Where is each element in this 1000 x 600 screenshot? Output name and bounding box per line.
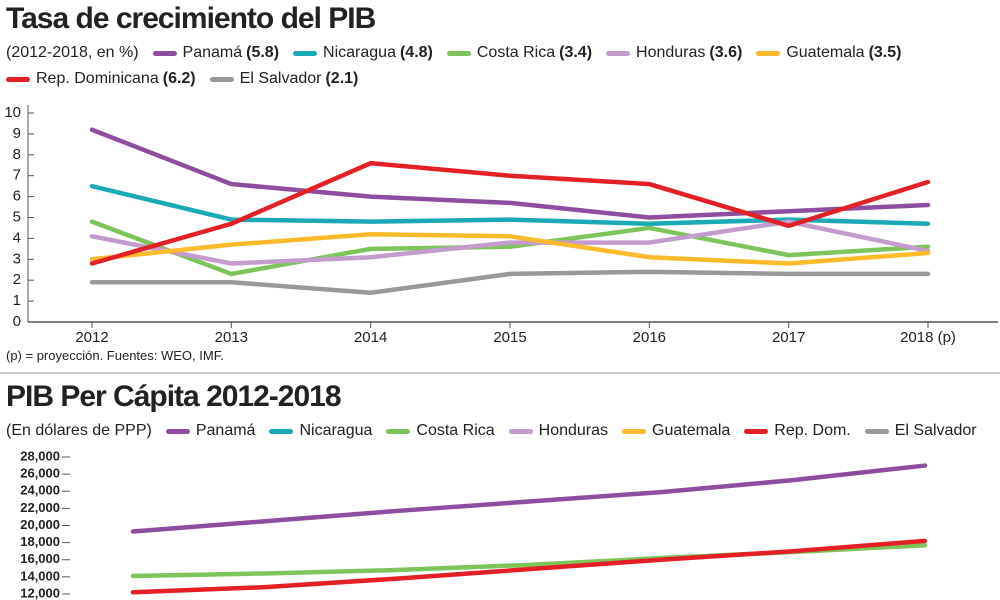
legend-item: El Salvador (864, 422, 977, 440)
legend-average: (2.1) (325, 70, 359, 87)
legend-label: Panamá (195, 422, 256, 439)
x-tick-label: 2015 (493, 329, 526, 346)
legend-label: Rep. Dominicana (36, 70, 159, 87)
y-tick-label: 22,000 (20, 500, 60, 515)
series-line (89, 231, 931, 266)
legend-item: Rep. Dominicana (6.2) (6, 70, 196, 88)
legend-swatch (756, 50, 781, 56)
legend-swatch (744, 428, 769, 434)
legend-label: Nicaragua (323, 44, 396, 61)
legend-label: Honduras (538, 422, 609, 439)
legend-item: Panamá (165, 422, 256, 440)
y-tick-label: 8 (13, 146, 21, 163)
legend-swatch (209, 76, 234, 82)
series-line (130, 538, 928, 595)
series-line (89, 269, 931, 295)
legend-swatch (508, 428, 533, 434)
legend-label: Guatemala (786, 44, 865, 61)
legend-label: El Salvador (239, 70, 322, 87)
series-line (89, 127, 931, 220)
legend-label: Honduras (636, 44, 706, 61)
y-tick-label: 12,000 (20, 585, 60, 600)
legend-item: Honduras (508, 422, 609, 440)
y-tick-label: 2 (13, 271, 21, 288)
y-tick-label: 10 (4, 104, 21, 121)
y-tick-label: 9 (13, 125, 21, 142)
y-tick-label: 4 (13, 229, 21, 246)
legend-swatch (622, 428, 647, 434)
y-tick-label: 6 (13, 188, 21, 205)
y-tick-label: 20,000 (20, 517, 60, 532)
y-tick-label: 5 (13, 208, 21, 225)
y-tick-label: 26,000 (20, 466, 60, 481)
y-tick-label: 28,000 (20, 448, 60, 463)
chart-title: Tasa de crecimiento del PIB (6, 2, 376, 35)
legend-item: Panamá (5.8) (152, 44, 280, 62)
x-tick-label: 2012 (75, 329, 108, 346)
footnote: (p) = proyección. Fuentes: WEO, IMF. (6, 348, 224, 363)
legend-average: (4.8) (399, 44, 433, 61)
legend: (2012-2018, en %) Panamá (5.8) Nicaragua (4.… (6, 44, 996, 88)
legend-label: Nicaragua (299, 422, 373, 439)
x-tick-label: 2013 (215, 329, 248, 346)
legend-item: Rep. Dom. (744, 422, 851, 440)
legend-item: Nicaragua (269, 422, 372, 440)
y-tick-label: 7 (13, 167, 21, 184)
legend-swatch (606, 50, 631, 56)
legend-item: Guatemala (622, 422, 730, 440)
legend-swatch (165, 428, 190, 434)
legend-label: Costa Rica (416, 422, 495, 439)
legend-average: (3.4) (559, 44, 593, 61)
legend-item: Costa Rica (3.4) (446, 44, 593, 62)
series-line (89, 219, 931, 266)
legend-label: Panamá (182, 44, 243, 61)
legend-swatch (293, 50, 318, 56)
legend-item: Nicaragua (4.8) (293, 44, 433, 62)
legend-swatch (446, 50, 471, 56)
legend-swatch (864, 428, 889, 434)
series-line (89, 160, 931, 266)
y-tick-label: 24,000 (20, 483, 60, 498)
y-tick-label: 16,000 (20, 551, 60, 566)
x-tick-label: 2017 (772, 329, 805, 346)
legend-average: (3.6) (709, 44, 743, 61)
legend-label: El Salvador (894, 422, 977, 439)
legend-swatch (386, 428, 411, 434)
series-line (130, 463, 928, 534)
y-tick-label: 18,000 (20, 534, 60, 549)
legend-item: Honduras (3.6) (606, 44, 742, 62)
legend: (En dólares de PPP) Panamá Nicaragua Costa … (6, 422, 996, 440)
subtitle: (En dólares de PPP) (6, 422, 152, 439)
legend-average: (3.5) (868, 44, 902, 61)
x-tick-label: 2018 (p) (900, 329, 956, 346)
legend-swatch (269, 428, 294, 434)
legend-label: Costa Rica (476, 44, 556, 61)
legend-swatch (152, 50, 177, 56)
y-tick-label: 14,000 (20, 568, 60, 583)
legend-swatch (6, 76, 30, 82)
legend-item: Costa Rica (386, 422, 495, 440)
legend-label: Rep. Dom. (774, 422, 851, 439)
legend-average: (6.2) (162, 70, 196, 87)
subtitle: (2012-2018, en %) (6, 44, 139, 61)
x-tick-label: 2016 (633, 329, 666, 346)
y-tick-label: 3 (13, 250, 21, 267)
legend-label: Guatemala (652, 422, 731, 439)
legend-item: Guatemala (3.5) (756, 44, 901, 62)
series-line (89, 219, 931, 277)
y-tick-label: 1 (13, 292, 21, 309)
x-tick-label: 2014 (354, 329, 387, 346)
y-tick-label: 0 (13, 313, 21, 330)
legend-average: (5.8) (246, 44, 280, 61)
chart-title: PIB Per Cápita 2012-2018 (6, 380, 342, 413)
legend-item: El Salvador (2.1) (209, 70, 359, 88)
